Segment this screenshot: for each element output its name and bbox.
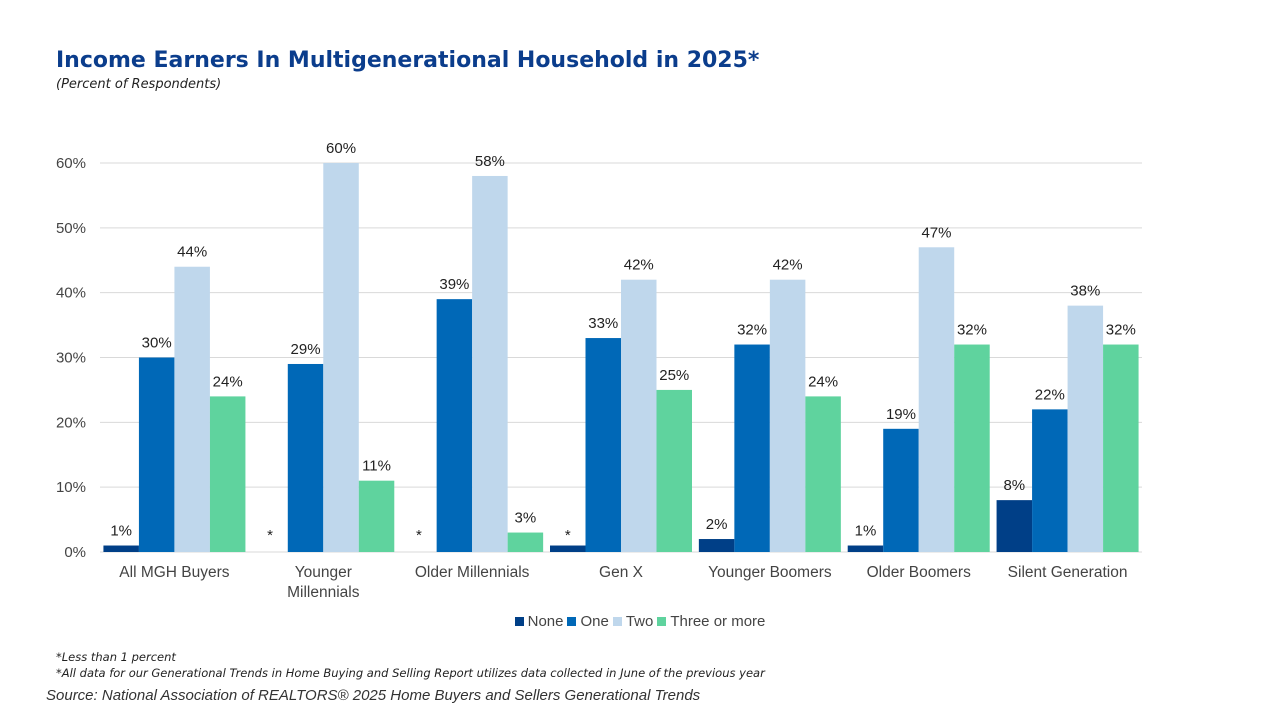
data-label: 29% (291, 341, 321, 358)
x-tick-label: Older Boomers (867, 564, 971, 581)
bar-one (883, 428, 919, 552)
data-label: 33% (588, 315, 618, 332)
data-label: 42% (773, 257, 803, 274)
data-label: 1% (855, 523, 877, 540)
bar-none (103, 545, 139, 552)
x-tick-label: Silent Generation (1008, 564, 1128, 581)
bar-two (769, 279, 806, 552)
data-label: 3% (515, 510, 537, 527)
data-label: 8% (1003, 477, 1025, 494)
bar-none (996, 500, 1033, 552)
bar-three-or-more (656, 389, 692, 552)
bar-two (918, 247, 955, 553)
bar-three-or-more (805, 396, 841, 552)
x-tick-label: Gen X (599, 564, 644, 581)
data-label: * (267, 527, 273, 544)
bar-one (585, 338, 621, 552)
legend-swatch (657, 617, 667, 626)
source-note: Source: National Association of REALTORS… (46, 687, 701, 704)
y-tick-label: 10% (56, 479, 86, 496)
bar-one (436, 299, 473, 552)
bar-three-or-more (507, 532, 544, 552)
data-label: 2% (706, 516, 728, 533)
x-tick-label: Older Millennials (415, 564, 530, 581)
bar-two (1067, 305, 1104, 552)
footnote-data-collection: *All data for our Generational Trends in… (56, 666, 765, 680)
bar-one (734, 344, 770, 552)
bar-one (287, 363, 324, 552)
x-tick-label: All MGH Buyers (119, 564, 229, 581)
bar-two (323, 163, 359, 552)
x-tick-label: Millennials (287, 584, 360, 601)
data-label: * (416, 527, 422, 544)
legend-item: Two (612, 613, 654, 630)
data-label: 44% (177, 244, 207, 261)
data-label: 1% (110, 523, 132, 540)
bar-three-or-more (1103, 344, 1139, 552)
legend-label: Two (625, 613, 654, 630)
legend-swatch (612, 617, 622, 626)
bar-two (174, 266, 210, 552)
data-label: 38% (1070, 283, 1100, 300)
data-label: 24% (213, 373, 243, 390)
legend-label: One (580, 613, 609, 630)
data-label: 24% (808, 373, 838, 390)
bar-three-or-more (358, 480, 395, 552)
data-label: 11% (362, 458, 391, 475)
bar-one (1032, 409, 1068, 552)
y-tick-label: 60% (56, 155, 86, 172)
bar-none (550, 545, 586, 552)
chart-title: Income Earners In Multigenerational Hous… (56, 48, 760, 73)
data-label: 39% (439, 276, 469, 293)
chart-subtitle: (Percent of Respondents) (56, 77, 222, 92)
bar-three-or-more (954, 344, 990, 552)
data-label: 58% (475, 153, 505, 170)
data-label: 25% (659, 367, 689, 384)
legend-swatch (567, 617, 577, 626)
y-tick-label: 40% (56, 285, 86, 302)
bar-two (472, 175, 508, 552)
y-tick-label: 50% (56, 220, 86, 237)
bar-two (621, 279, 657, 552)
x-tick-label: Younger Boomers (708, 564, 832, 581)
bar-none (698, 539, 735, 552)
bar-one (138, 357, 175, 552)
data-label: 32% (957, 322, 987, 339)
x-tick-label: Younger (295, 564, 352, 581)
data-label: 32% (737, 322, 767, 339)
data-label: 19% (886, 406, 916, 423)
legend-item: Three or more (657, 613, 765, 630)
y-tick-label: 30% (56, 350, 86, 367)
data-label: 22% (1035, 386, 1065, 403)
footnote-less-than-one: *Less than 1 percent (56, 650, 176, 664)
data-label: * (565, 527, 571, 544)
data-label: 30% (142, 335, 172, 352)
data-label: 47% (921, 224, 951, 241)
y-tick-label: 0% (64, 544, 86, 561)
legend-label: Three or more (670, 613, 766, 630)
legend-swatch (514, 617, 524, 626)
data-label: 32% (1106, 322, 1136, 339)
legend-item: One (567, 613, 609, 630)
data-label: 60% (326, 140, 356, 157)
legend-label: None (527, 613, 564, 630)
bar-none (847, 545, 884, 552)
data-label: 42% (624, 257, 654, 274)
y-tick-label: 20% (56, 414, 86, 431)
bar-three-or-more (209, 396, 246, 552)
chart-legend: None One Two Three or more (0, 613, 1280, 630)
legend-item: None (514, 613, 564, 630)
